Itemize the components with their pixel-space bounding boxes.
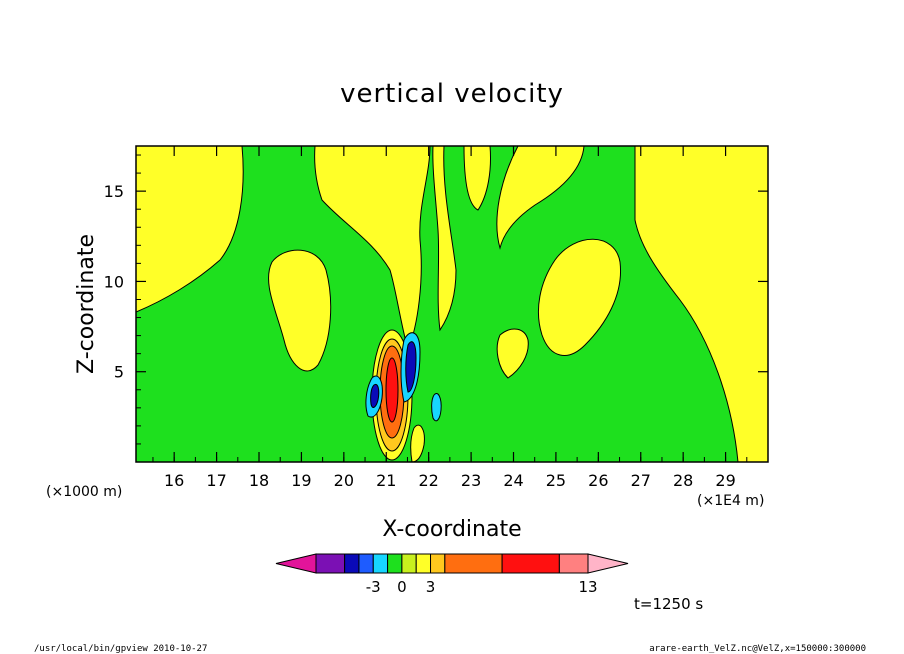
x-tick-label: 26: [588, 471, 608, 490]
colorbar-segment: [358, 553, 374, 574]
colorbar-segment: [401, 553, 417, 574]
colorbar-segment: [344, 553, 360, 574]
colorbar-tick-labels: -3 0 3 13: [366, 578, 598, 596]
x-tick-label: 24: [503, 471, 523, 490]
contour-region-right: [634, 146, 768, 462]
colorbar-segment: [315, 553, 346, 574]
colorbar-segment: [275, 553, 317, 574]
colorbar-segment: [501, 553, 560, 574]
y-tick-label: 10: [104, 272, 124, 291]
colorbar-segment: [372, 553, 389, 574]
contour-region-upper-left: [314, 146, 431, 352]
contour-region-left-blob: [268, 249, 332, 372]
colorbar-segment: [444, 553, 503, 574]
x-tick-label: 17: [206, 471, 226, 490]
colorbar-tick-label: 3: [426, 578, 436, 596]
colorbar-segment: [415, 553, 432, 574]
colorbar: [275, 553, 629, 574]
x-axis-label: X-coordinate: [382, 517, 521, 542]
x-tick-label: 27: [631, 471, 651, 490]
colorbar-segment: [587, 553, 629, 574]
contour-region-left: [136, 146, 244, 313]
downdraft-small: [431, 393, 442, 422]
x-tick-label: 18: [249, 471, 269, 490]
y-tick-label: 5: [114, 363, 124, 382]
x-tick-label: 19: [291, 471, 311, 490]
y-axis-ticks: 5 10 15: [104, 154, 768, 445]
x-tick-label: 28: [673, 471, 693, 490]
footer-right: arare-earth_VelZ.nc@VelZ,x=150000:300000: [649, 644, 866, 654]
contour-region-right-blob: [537, 238, 622, 356]
x-axis-ticks: 16 17 18 19 20 21 22 23 24 25 26 27 28 29: [152, 146, 748, 490]
colorbar-segment: [558, 553, 589, 574]
plot-frame: [135, 145, 769, 463]
y-axis-label: Z-coordinate: [74, 234, 99, 374]
colorbar-tick-label: 0: [397, 578, 407, 596]
y-tick-label: 15: [104, 182, 124, 201]
x-tick-label: 29: [715, 471, 735, 490]
chart-title: vertical velocity: [340, 79, 564, 109]
colorbar-segment: [387, 553, 403, 574]
x-tick-label: 25: [546, 471, 566, 490]
x-unit-right: (×1E4 m): [697, 493, 764, 509]
x-tick-label: 20: [334, 471, 354, 490]
footer-left: /usr/local/bin/gpview 2010-10-27: [34, 644, 207, 654]
contour-region-center-band: [432, 146, 457, 332]
colorbar-segment: [430, 553, 446, 574]
contour-region-center-low: [496, 328, 529, 379]
time-annotation: t=1250 s: [634, 595, 703, 613]
colorbar-tick-label: 13: [578, 578, 597, 596]
contour-region-upper-mid: [496, 146, 585, 250]
plot-area: 16 17 18 19 20 21 22 23 24 25 26 27 28 29 5 10 15: [104, 145, 769, 490]
x-tick-label: 21: [376, 471, 396, 490]
colorbar-tick-label: -3: [366, 578, 381, 596]
contour-region-center-tall: [463, 146, 491, 211]
x-tick-label: 22: [418, 471, 438, 490]
x-tick-label: 23: [461, 471, 481, 490]
downdraft-left-core: [370, 383, 380, 408]
contour-field: [136, 146, 768, 462]
contour-region-surface: [410, 424, 425, 462]
downdraft-right-core: [405, 341, 417, 393]
x-tick-label: 16: [164, 471, 184, 490]
x-unit-left: (×1000 m): [46, 484, 122, 500]
